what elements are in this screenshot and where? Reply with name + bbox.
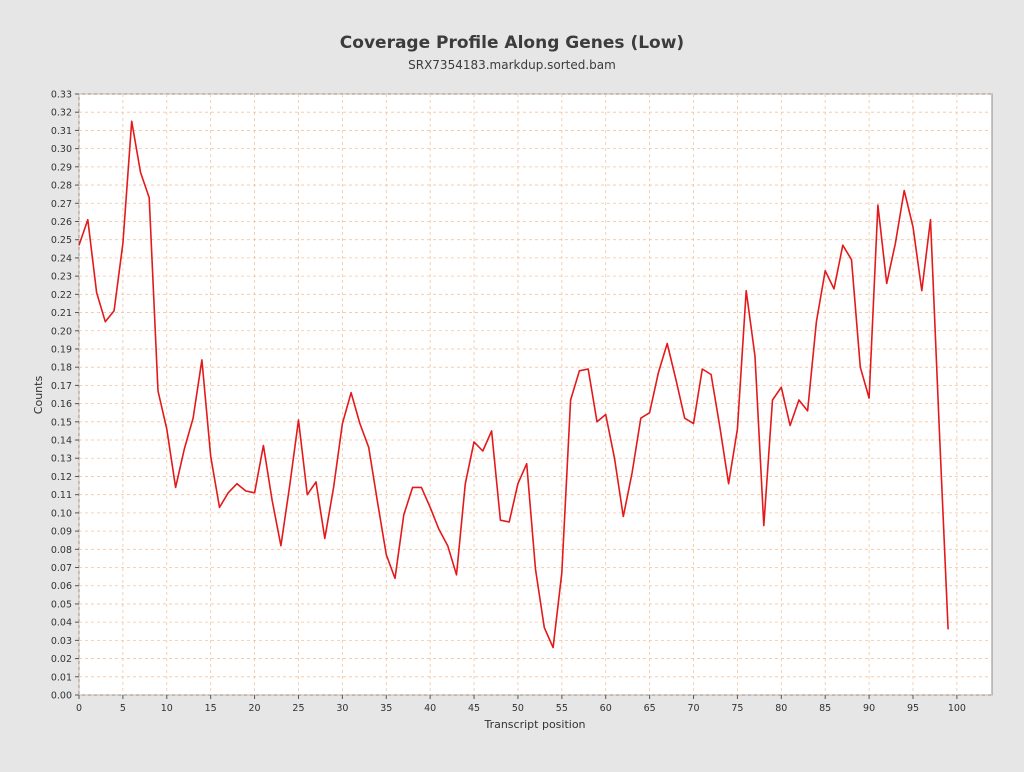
y-tick-label: 0.02 bbox=[51, 654, 72, 665]
y-tick-label: 0.13 bbox=[51, 454, 72, 465]
y-tick-label: 0.27 bbox=[51, 199, 72, 210]
axes: 0.00 0.01 0.02 0.03 0.04 0.05 0.06 0.07 0.08 0.09… bbox=[51, 90, 966, 715]
chart-title: Coverage Profile Along Genes (Low) bbox=[340, 33, 684, 53]
y-tick-label: 0.14 bbox=[51, 436, 72, 447]
y-tick-label: 0.21 bbox=[51, 308, 72, 319]
series-layer bbox=[78, 120, 949, 649]
x-tick-label: 70 bbox=[687, 703, 699, 714]
x-tick-label: 35 bbox=[380, 703, 392, 714]
x-tick-label: 100 bbox=[948, 703, 966, 714]
y-tick-label: 0.10 bbox=[51, 508, 72, 519]
y-tick-label: 0.22 bbox=[51, 290, 72, 301]
y-tick-label: 0.15 bbox=[51, 417, 72, 428]
y-tick-label: 0.08 bbox=[51, 545, 72, 556]
chart-subtitle: SRX7354183.markdup.sorted.bam bbox=[408, 58, 616, 72]
x-tick-label: 15 bbox=[205, 703, 217, 714]
x-tick-label: 80 bbox=[775, 703, 787, 714]
y-tick-label: 0.11 bbox=[51, 490, 72, 501]
y-tick-label: 0.31 bbox=[51, 126, 72, 137]
x-axis-label: Transcript position bbox=[483, 718, 585, 731]
y-tick-label: 0.04 bbox=[51, 618, 72, 629]
x-tick-label: 85 bbox=[819, 703, 831, 714]
y-tick-label: 0.19 bbox=[51, 344, 72, 355]
x-tick-label: 25 bbox=[292, 703, 304, 714]
x-tick-label: 75 bbox=[731, 703, 743, 714]
y-tick-label: 0.17 bbox=[51, 381, 72, 392]
x-tick-label: 60 bbox=[600, 703, 612, 714]
y-tick-label: 0.01 bbox=[51, 672, 72, 683]
x-tick-label: 5 bbox=[120, 703, 126, 714]
y-axis-label: Counts bbox=[32, 376, 45, 415]
x-tick-label: 45 bbox=[468, 703, 480, 714]
y-tick-label: 0.03 bbox=[51, 636, 72, 647]
y-tick-label: 0.09 bbox=[51, 527, 72, 538]
plot-area bbox=[78, 93, 993, 696]
y-tick-label: 0.00 bbox=[51, 691, 72, 702]
x-tick-label: 40 bbox=[424, 703, 436, 714]
y-tick-label: 0.07 bbox=[51, 563, 72, 574]
x-tick-label: 10 bbox=[161, 703, 173, 714]
y-tick-label: 0.06 bbox=[51, 581, 72, 592]
y-tick-label: 0.23 bbox=[51, 272, 72, 283]
x-tick-label: 90 bbox=[863, 703, 875, 714]
y-tick-label: 0.28 bbox=[51, 181, 72, 192]
y-tick-label: 0.29 bbox=[51, 162, 72, 173]
x-tick-label: 50 bbox=[512, 703, 524, 714]
y-tick-label: 0.18 bbox=[51, 363, 72, 374]
y-tick-label: 0.16 bbox=[51, 399, 72, 410]
x-tick-label: 55 bbox=[556, 703, 568, 714]
y-tick-label: 0.05 bbox=[51, 599, 72, 610]
x-tick-label: 65 bbox=[644, 703, 656, 714]
y-tick-label: 0.20 bbox=[51, 326, 72, 337]
y-tick-label: 0.12 bbox=[51, 472, 72, 483]
y-tick-label: 0.30 bbox=[51, 144, 72, 155]
x-tick-label: 30 bbox=[336, 703, 348, 714]
x-tick-label: 0 bbox=[76, 703, 82, 714]
y-tick-label: 0.25 bbox=[51, 235, 72, 246]
series-line-0 bbox=[78, 120, 949, 649]
y-tick-label: 0.26 bbox=[51, 217, 72, 228]
y-tick-label: 0.24 bbox=[51, 253, 72, 264]
x-tick-label: 20 bbox=[249, 703, 261, 714]
y-tick-label: 0.32 bbox=[51, 108, 72, 119]
y-tick-label: 0.33 bbox=[51, 90, 72, 101]
x-tick-label: 95 bbox=[907, 703, 919, 714]
